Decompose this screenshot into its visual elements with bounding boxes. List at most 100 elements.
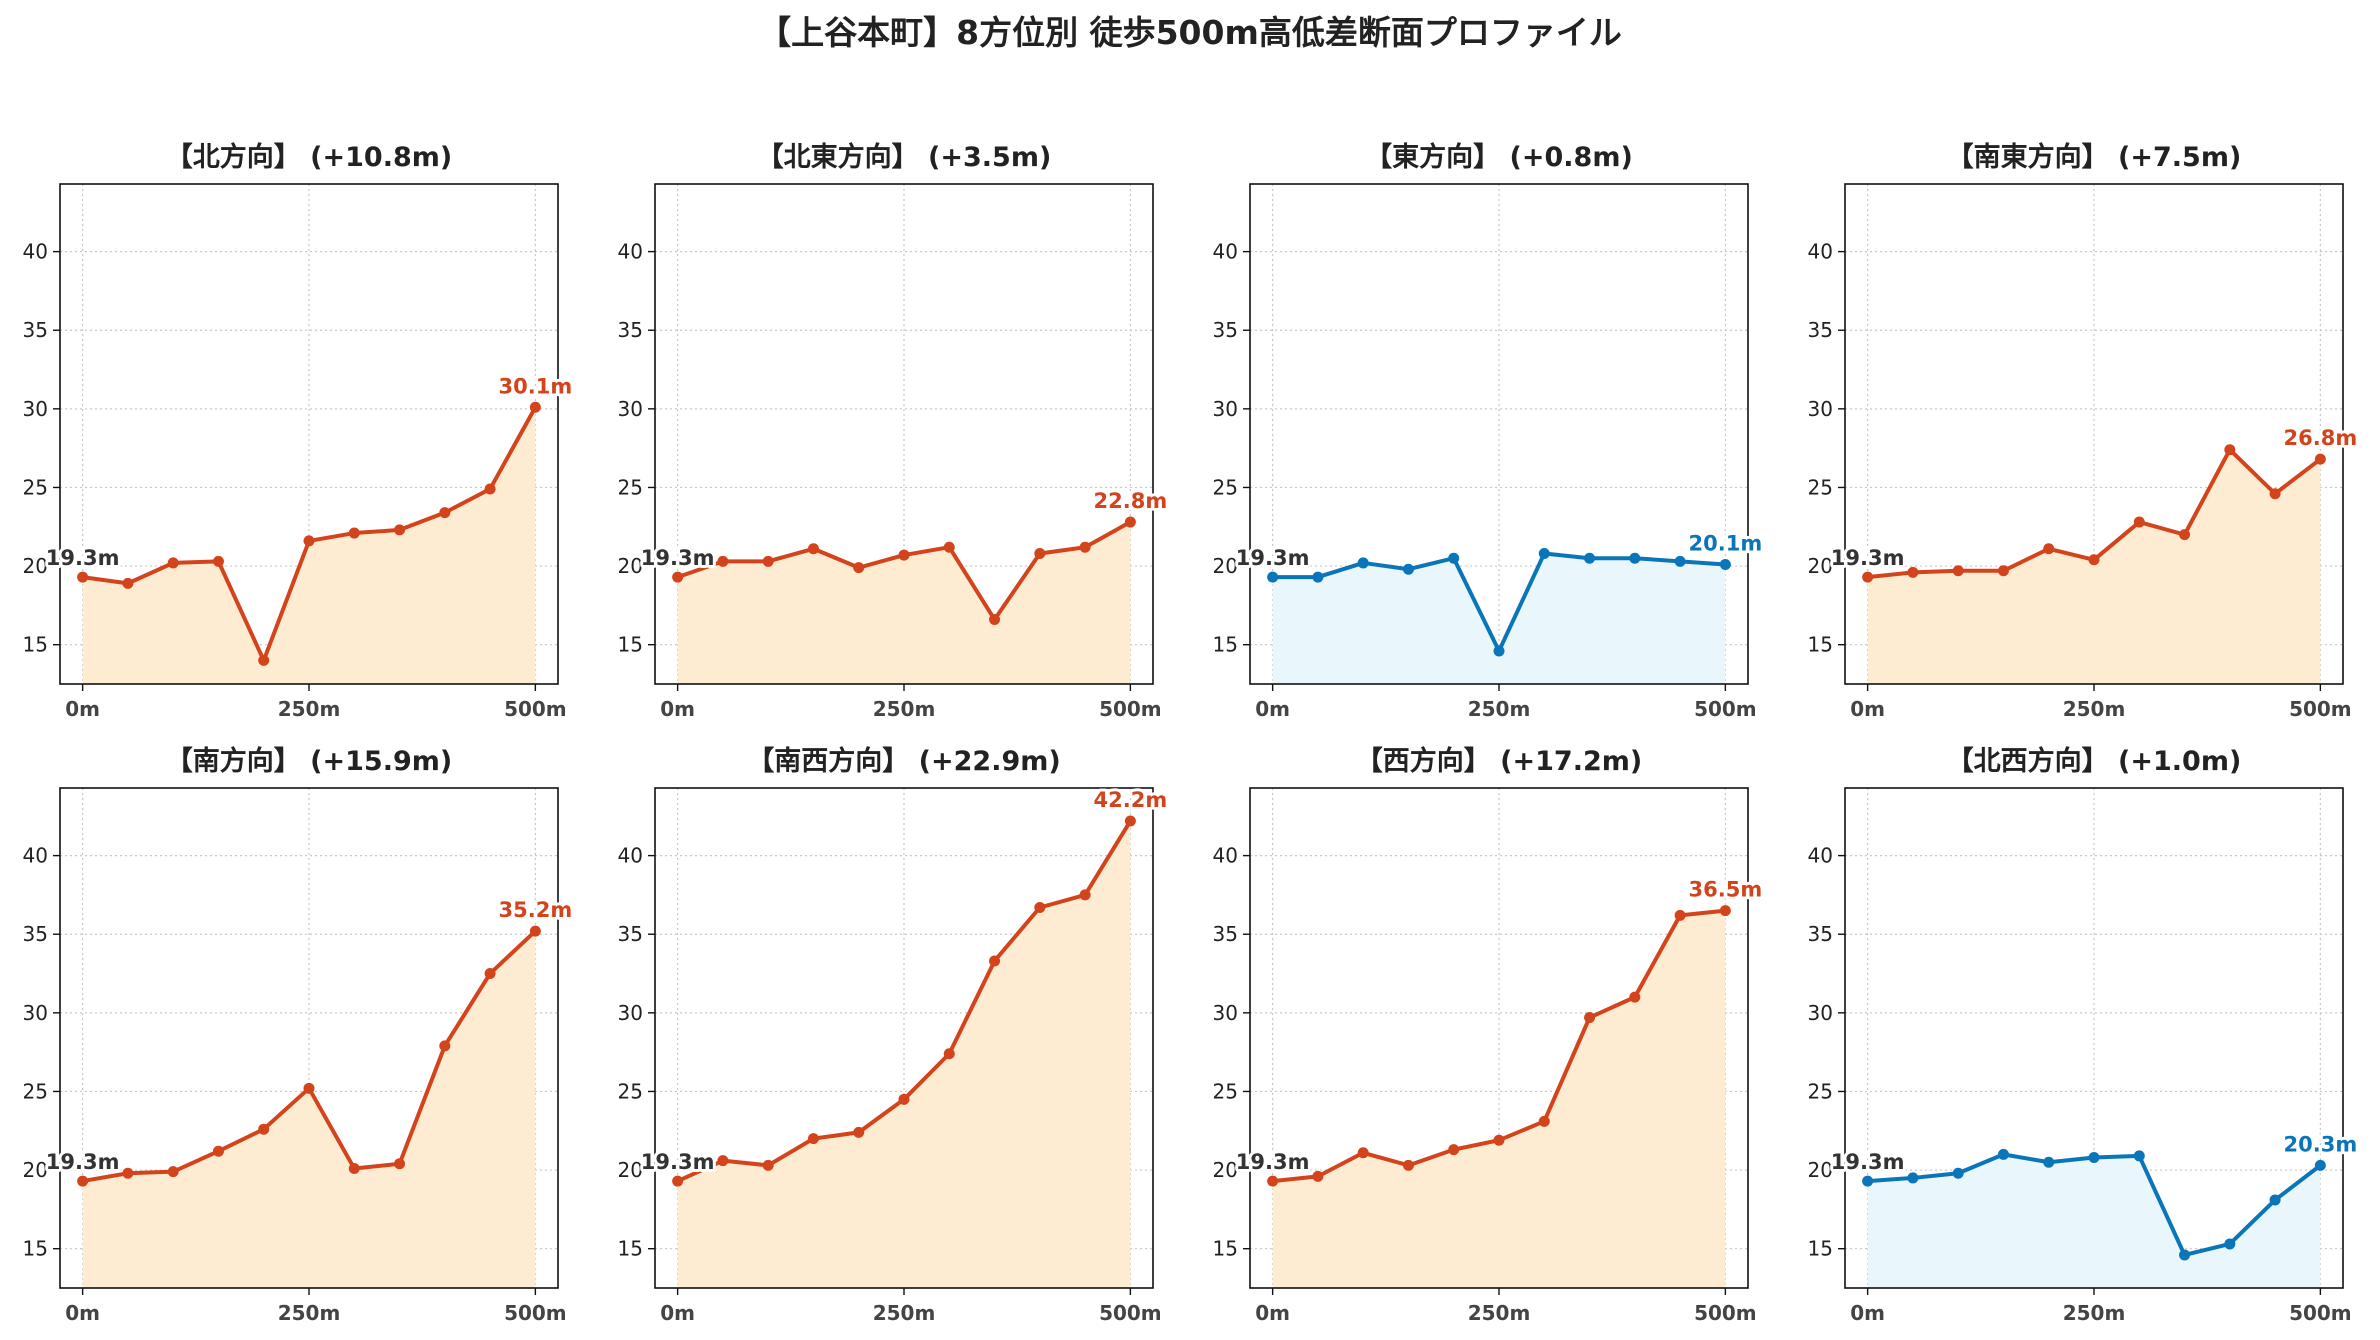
x-tick-label: 500m [1099, 697, 1162, 721]
data-point [2269, 1194, 2281, 1206]
data-point [1862, 1175, 1874, 1187]
data-point [303, 1082, 315, 1094]
y-tick-label: 25 [23, 1079, 48, 1103]
x-tick-label: 250m [2063, 697, 2126, 721]
area-fill [1272, 553, 1726, 684]
data-point [1312, 1170, 1324, 1182]
data-point [1124, 516, 1136, 528]
data-point [1357, 557, 1369, 569]
data-point [2133, 516, 2145, 528]
y-tick-label: 40 [23, 844, 48, 868]
data-point [439, 1040, 451, 1052]
y-tick-label: 25 [618, 1079, 643, 1103]
data-point [1674, 555, 1686, 567]
data-point [529, 925, 541, 937]
y-tick-label: 30 [1808, 397, 1833, 421]
y-tick-label: 25 [1808, 1079, 1833, 1103]
y-tick-label: 40 [23, 240, 48, 264]
data-point [122, 1167, 134, 1179]
data-point [1448, 552, 1460, 564]
data-point [212, 1145, 224, 1157]
y-tick-label: 25 [1213, 1079, 1238, 1103]
y-tick-label: 20 [1213, 554, 1238, 578]
data-point [1034, 901, 1046, 913]
data-point [1952, 1167, 1964, 1179]
x-tick-label: 0m [1850, 697, 1885, 721]
x-tick-label: 0m [65, 697, 100, 721]
y-tick-label: 35 [23, 922, 48, 946]
y-tick-label: 20 [23, 554, 48, 578]
data-point [484, 483, 496, 495]
figure-title: 【上谷本町】8方位別 徒歩500m高低差断面プロファイル [758, 13, 1622, 52]
y-tick-label: 40 [1213, 844, 1238, 868]
data-point [2088, 554, 2100, 566]
data-point [1584, 552, 1596, 564]
data-point [1034, 547, 1046, 559]
y-tick-label: 35 [618, 318, 643, 342]
y-tick-label: 15 [618, 1237, 643, 1261]
y-tick-label: 30 [618, 1001, 643, 1025]
data-point [529, 401, 541, 413]
data-point [1997, 565, 2009, 577]
x-tick-label: 0m [1255, 1301, 1290, 1325]
x-tick-label: 500m [504, 697, 567, 721]
end-label: 30.1m [499, 374, 573, 398]
panel-2: 【東方向】 (+0.8m) 15 20 25 30 35 40 0m 250m 500m 19.3m… [1213, 141, 1766, 721]
y-tick-label: 20 [1808, 554, 1833, 578]
y-tick-label: 35 [1213, 922, 1238, 946]
y-tick-label: 25 [1808, 475, 1833, 499]
area-fill [677, 522, 1131, 684]
data-point [2269, 488, 2281, 500]
x-tick-label: 500m [1694, 697, 1757, 721]
panel-title: 【西方向】 (+17.2m) [1356, 745, 1642, 777]
data-point [943, 541, 955, 553]
y-tick-label: 20 [1808, 1158, 1833, 1182]
data-point [258, 654, 270, 666]
y-tick-label: 35 [618, 922, 643, 946]
data-point [853, 1126, 865, 1138]
data-point [717, 555, 729, 567]
start-label: 19.3m [641, 1150, 715, 1174]
data-point [1267, 571, 1279, 583]
end-label: 42.2m [1094, 788, 1168, 812]
data-point [258, 1123, 270, 1135]
y-tick-label: 35 [23, 318, 48, 342]
data-point [807, 1133, 819, 1145]
data-point [1493, 1134, 1505, 1146]
data-point [2179, 1249, 2191, 1261]
y-tick-label: 15 [23, 633, 48, 657]
data-point [2043, 1156, 2055, 1168]
x-tick-label: 0m [660, 697, 695, 721]
data-point [484, 968, 496, 980]
y-tick-label: 15 [1213, 1237, 1238, 1261]
x-tick-label: 250m [278, 1301, 341, 1325]
y-tick-label: 25 [23, 475, 48, 499]
end-label: 36.5m [1689, 878, 1763, 902]
y-tick-label: 30 [1213, 397, 1238, 421]
panel-title: 【北方向】 (+10.8m) [166, 141, 452, 173]
x-tick-label: 500m [504, 1301, 567, 1325]
data-point [672, 1175, 684, 1187]
area-fill [82, 931, 536, 1288]
data-point [2224, 444, 2236, 456]
data-point [394, 1158, 406, 1170]
data-point [1402, 1159, 1414, 1171]
data-point [1862, 571, 1874, 583]
data-point [1629, 991, 1641, 1003]
data-point [394, 524, 406, 536]
y-tick-label: 25 [1213, 475, 1238, 499]
panel-title: 【北東方向】 (+3.5m) [757, 141, 1052, 173]
data-point [122, 577, 134, 589]
data-point [167, 1166, 179, 1178]
data-point [717, 1155, 729, 1167]
data-point [1079, 889, 1091, 901]
panel-4: 【南方向】 (+15.9m) 15 20 25 30 35 40 0m 250m 500m 19.3… [23, 745, 576, 1325]
x-tick-label: 500m [2289, 1301, 2352, 1325]
data-point [2043, 543, 2055, 555]
y-tick-label: 30 [618, 397, 643, 421]
y-tick-label: 40 [1808, 844, 1833, 868]
panel-1: 【北東方向】 (+3.5m) 15 20 25 30 35 40 0m 250m 500m 19.3… [618, 141, 1171, 721]
panel-title: 【南東方向】 (+7.5m) [1947, 141, 2242, 173]
data-point [807, 543, 819, 555]
panel-title: 【南方向】 (+15.9m) [166, 745, 452, 777]
